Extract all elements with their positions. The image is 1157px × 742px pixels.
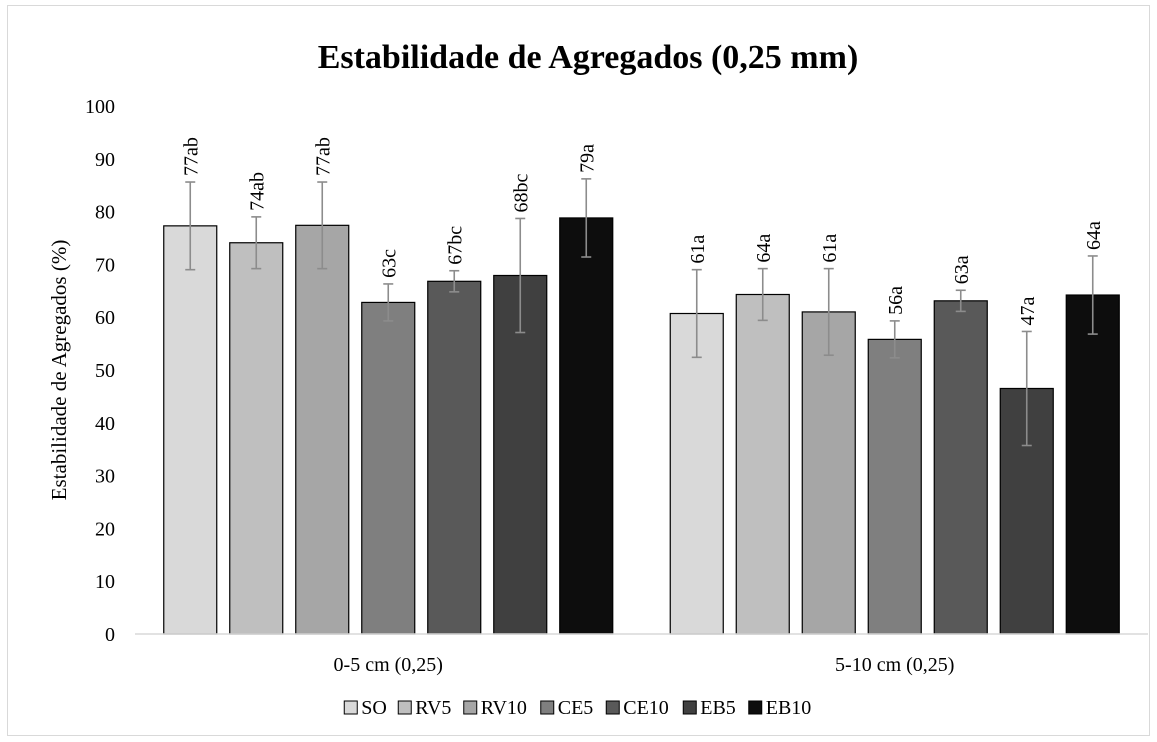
data-label: 61a [687, 235, 709, 264]
legend: SO RV5 RV10 CE5 CE10 EB5 EB10 [343, 697, 812, 719]
y-tick-label: 20 [95, 518, 115, 540]
y-tick-label: 80 [95, 202, 115, 224]
x-category-label: 0-5 cm (0,25) [334, 654, 443, 676]
bar-ce10 [933, 300, 988, 635]
legend-swatch-eb5 [682, 700, 697, 715]
data-label: 64a [1083, 221, 1105, 250]
bar-so [669, 312, 724, 635]
data-label: 77ab [312, 137, 334, 176]
bar-ce10 [427, 280, 482, 635]
y-axis-label: Estabilidade de Agregados (%) [47, 240, 71, 501]
legend-label-ce5: CE5 [558, 697, 594, 719]
data-labels: 77ab 74ab 77ab 63c 67bc 68bc 79a 61a 64a 61a 56a 63… [180, 137, 1105, 325]
bar-eb5 [493, 274, 548, 635]
bars [163, 217, 1120, 635]
legend-label-rv10: RV10 [481, 697, 527, 719]
x-axis-categories: 0-5 cm (0,25) 5-10 cm (0,25) [334, 654, 955, 676]
data-label: 64a [753, 234, 775, 263]
legend-swatch-eb10 [748, 700, 763, 715]
y-tick-label: 50 [95, 360, 115, 382]
legend-label-eb10: EB10 [766, 697, 812, 719]
data-label: 56a [885, 286, 907, 315]
error-bars [185, 178, 1098, 447]
legend-label-eb5: EB5 [700, 697, 736, 719]
y-tick-label: 60 [95, 307, 115, 329]
y-tick-label: 0 [105, 624, 115, 646]
chart-title: Estabilidade de Agregados (0,25 mm) [318, 39, 859, 76]
legend-label-so: SO [361, 697, 387, 719]
bar-rv5 [735, 293, 790, 635]
legend-label-rv5: RV5 [415, 697, 451, 719]
data-label: 47a [1017, 296, 1039, 325]
bar-ce5 [361, 301, 416, 635]
y-tick-label: 30 [95, 466, 115, 488]
bar-eb10 [1065, 294, 1120, 635]
data-label: 68bc [510, 173, 532, 212]
legend-swatch-so [343, 700, 358, 715]
data-label: 79a [576, 144, 598, 173]
y-tick-label: 90 [95, 149, 115, 171]
legend-label-ce10: CE10 [623, 697, 669, 719]
legend-swatch-rv10 [463, 700, 478, 715]
y-tick-label: 70 [95, 254, 115, 276]
y-tick-label: 40 [95, 413, 115, 435]
y-tick-label: 100 [85, 96, 115, 118]
data-label: 67bc [444, 226, 466, 265]
data-label: 63c [378, 249, 400, 278]
legend-swatch-ce10 [605, 700, 620, 715]
bar-rv10 [295, 224, 350, 635]
bar-so [163, 225, 218, 635]
data-label: 77ab [180, 137, 202, 176]
y-axis-ticks: 0 10 20 30 40 50 60 70 80 90 100 [85, 96, 115, 646]
data-label: 74ab [246, 172, 268, 211]
data-label: 63a [951, 255, 973, 284]
x-category-label: 5-10 cm (0,25) [835, 654, 954, 676]
bar-rv10 [801, 311, 856, 635]
legend-swatch-ce5 [540, 700, 555, 715]
bar-rv5 [229, 242, 284, 635]
data-label: 61a [819, 234, 841, 263]
legend-swatch-rv5 [397, 700, 412, 715]
y-tick-label: 10 [95, 571, 115, 593]
bar-eb10 [559, 217, 614, 635]
bar-ce5 [867, 338, 922, 635]
